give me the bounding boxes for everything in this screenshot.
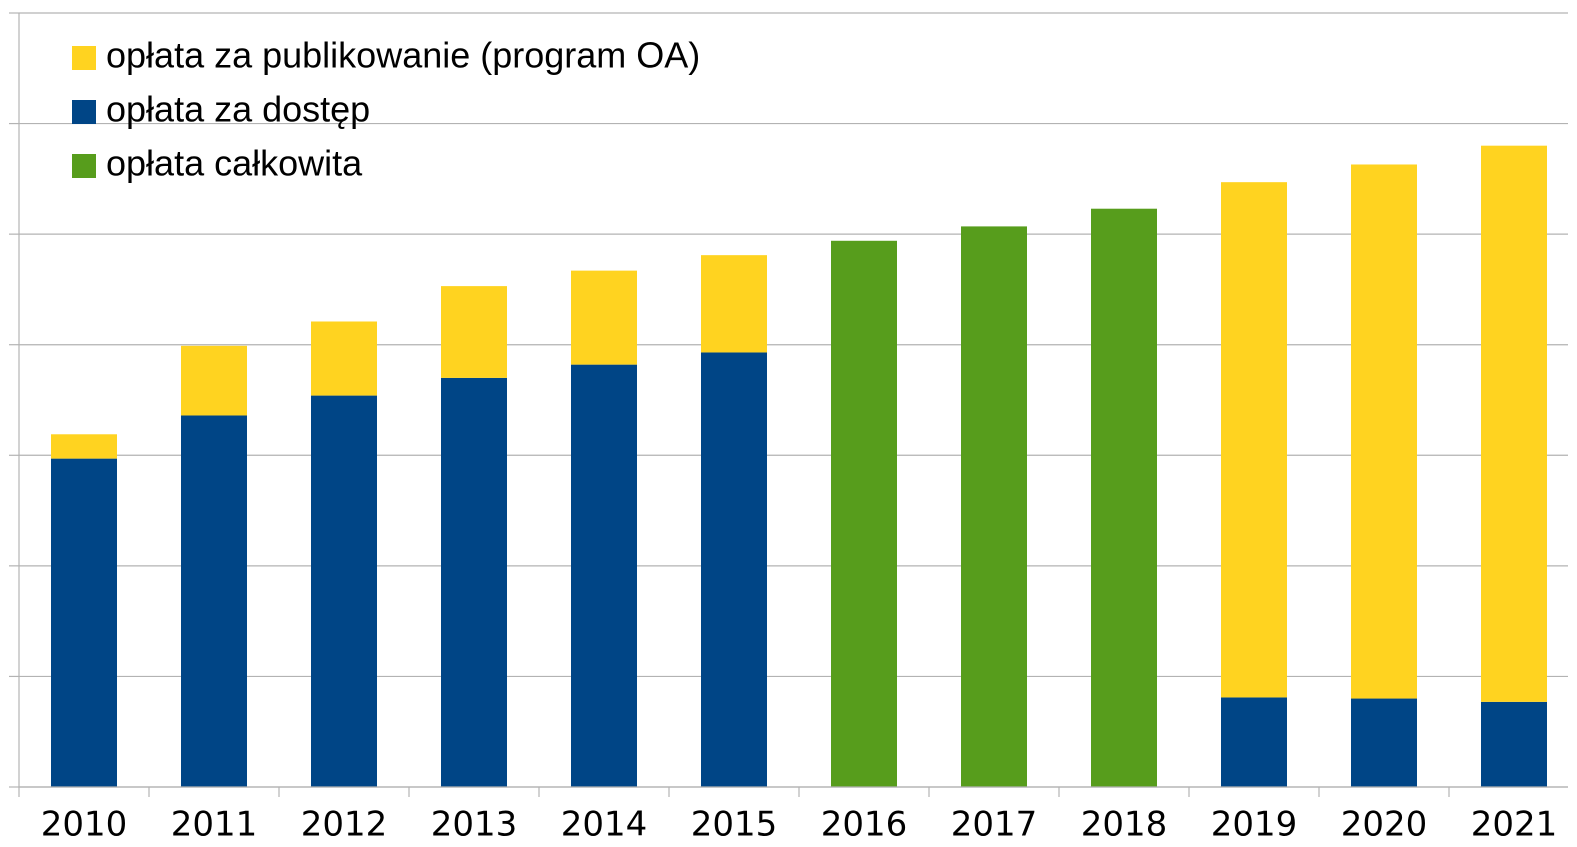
bar-segment (1481, 701, 1547, 787)
bar-segment (311, 321, 377, 396)
bar-segment (961, 226, 1027, 788)
bar-segment (311, 395, 377, 787)
bar-segment (1221, 697, 1287, 787)
bar-segment (51, 458, 117, 787)
x-tick-label: 2015 (691, 805, 778, 845)
bar-segment (441, 286, 507, 378)
x-tick-label: 2016 (821, 805, 908, 845)
x-tick-label: 2011 (171, 805, 258, 845)
bar-segment (831, 240, 897, 787)
bar-segment (1221, 182, 1287, 698)
bar-segment (701, 255, 767, 353)
x-tick-label: 2020 (1341, 805, 1428, 845)
bar-segment (51, 434, 117, 459)
x-tick-label: 2014 (561, 805, 648, 845)
bar-segment (1351, 698, 1417, 787)
x-tick-label: 2019 (1211, 805, 1298, 845)
legend-swatch (72, 154, 96, 178)
bar-segment (571, 270, 637, 365)
x-tick-label: 2013 (431, 805, 518, 845)
legend-label: opłata całkowita (106, 143, 363, 184)
legend-swatch (72, 46, 96, 70)
legend-label: opłata za publikowanie (program OA) (106, 35, 700, 76)
bar-segment (441, 377, 507, 787)
x-tick-label: 2010 (41, 805, 128, 845)
x-tick-label: 2017 (951, 805, 1038, 845)
legend-swatch (72, 100, 96, 124)
bar-segment (1091, 208, 1157, 787)
bar-segment (571, 364, 637, 787)
x-tick-label: 2012 (301, 805, 388, 845)
bar-segment (701, 352, 767, 787)
bar-segment (181, 345, 247, 416)
bar-segment (1351, 164, 1417, 699)
bar-segment (181, 415, 247, 787)
bar-segment (1481, 145, 1547, 702)
legend-label: opłata za dostęp (106, 89, 370, 130)
x-tick-label: 2018 (1081, 805, 1168, 845)
x-tick-label: 2021 (1471, 805, 1558, 845)
